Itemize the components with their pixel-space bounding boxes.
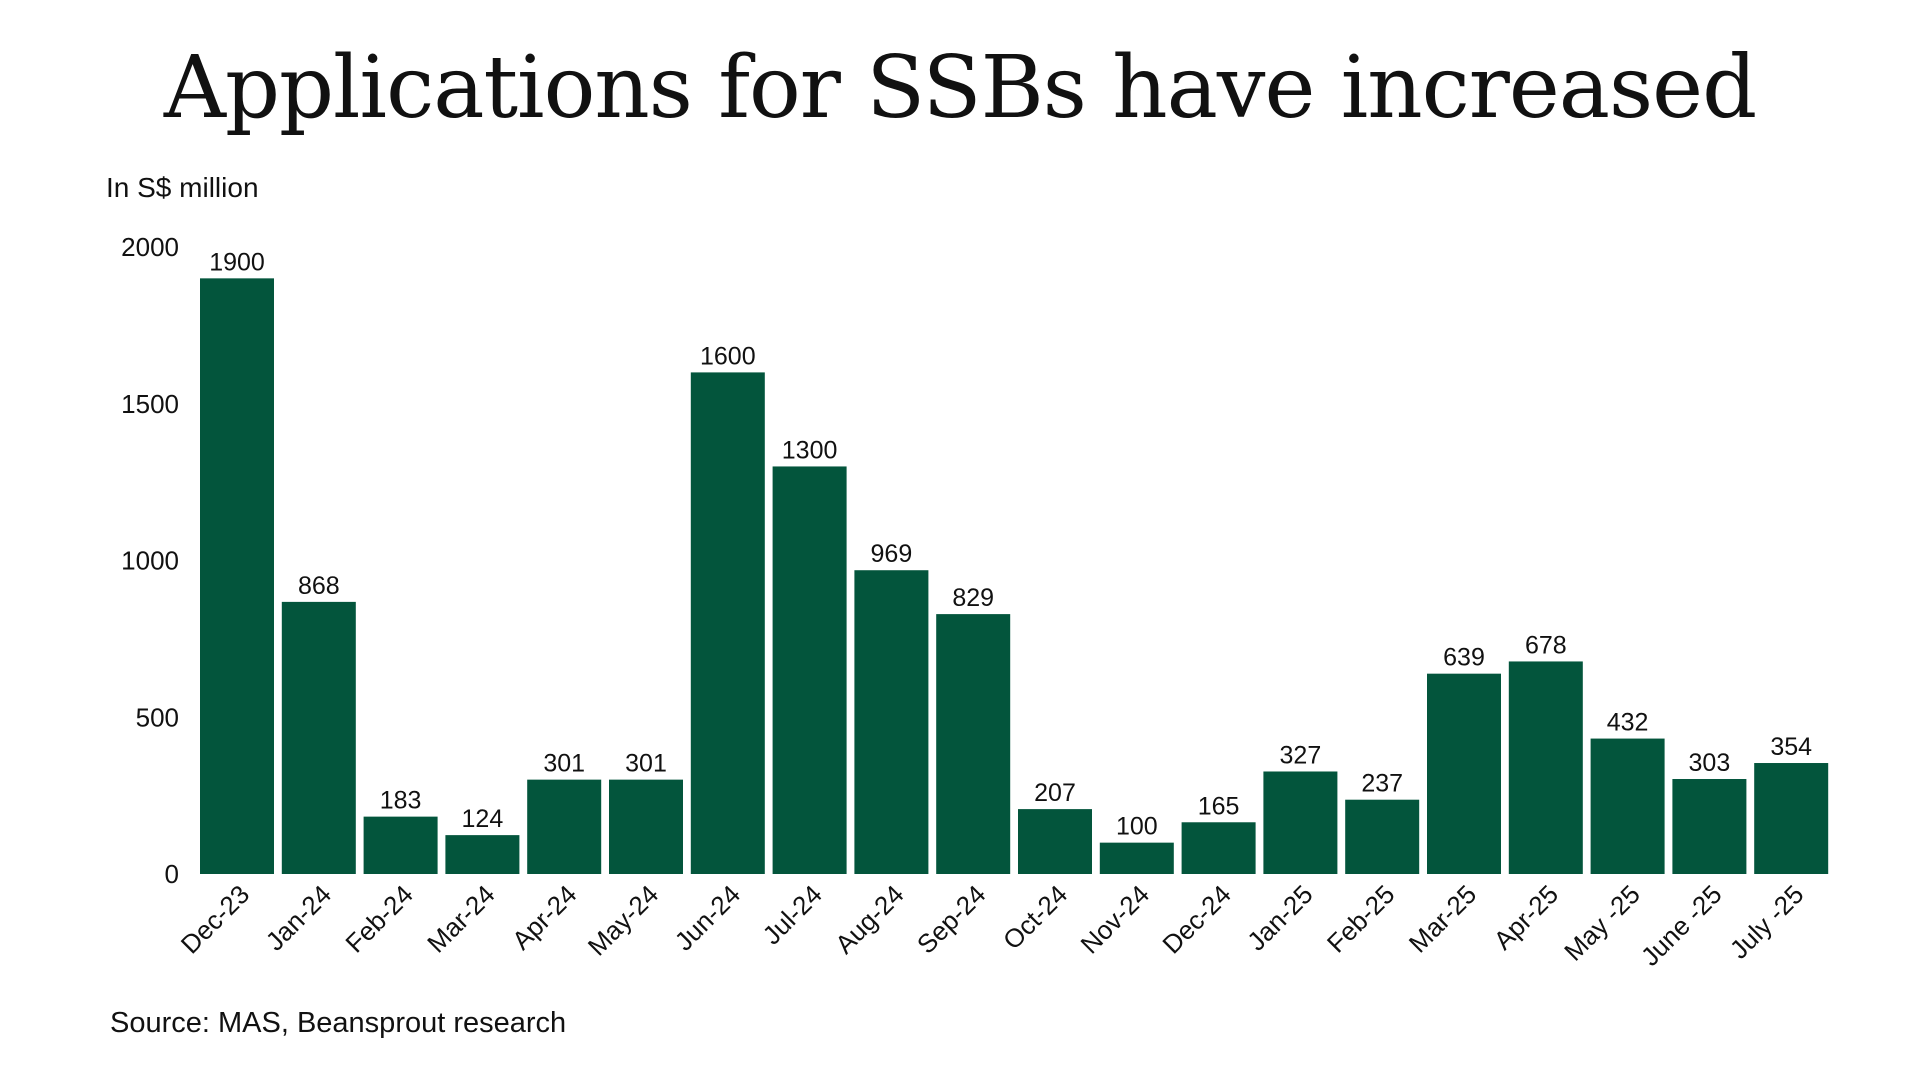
bar <box>1590 738 1665 874</box>
x-tick-label: July -25 <box>1724 879 1810 965</box>
data-label: 301 <box>625 750 667 778</box>
bar <box>1508 661 1583 874</box>
bar <box>1754 763 1829 874</box>
data-label: 301 <box>543 750 585 778</box>
bar <box>1099 842 1174 874</box>
y-tick-label: 500 <box>136 702 179 732</box>
data-label: 432 <box>1607 709 1649 737</box>
data-label: 207 <box>1034 779 1076 807</box>
x-tick-label: June -25 <box>1635 879 1728 972</box>
source-note: Source: MAS, Beansprout research <box>110 1007 567 1039</box>
data-label: 327 <box>1280 741 1322 769</box>
data-label: 354 <box>1770 733 1812 761</box>
data-label: 1600 <box>700 342 756 370</box>
bar <box>1263 771 1338 874</box>
data-label: 124 <box>462 805 504 833</box>
bar <box>1427 673 1501 874</box>
x-tick-label: Jan-25 <box>1241 879 1318 956</box>
x-tick-label: Dec-23 <box>175 879 255 959</box>
bar <box>1345 799 1420 874</box>
data-label: 678 <box>1525 631 1567 659</box>
x-tick-label: Jun-24 <box>669 879 746 956</box>
y-tick-label: 1500 <box>121 389 179 419</box>
data-label: 183 <box>380 787 422 815</box>
data-label: 1300 <box>782 436 838 464</box>
data-label: 639 <box>1443 644 1485 672</box>
x-tick-label: Feb-24 <box>339 879 418 958</box>
x-tick-label: Feb-25 <box>1321 879 1400 958</box>
bar <box>363 816 438 874</box>
bar <box>1672 779 1747 874</box>
x-tick-label: Mar-24 <box>421 879 500 958</box>
bar <box>690 372 765 874</box>
bar <box>200 278 274 875</box>
bar <box>281 601 356 874</box>
x-tick-label: Aug-24 <box>829 879 909 959</box>
data-label: 829 <box>952 584 994 612</box>
bar <box>1181 822 1256 874</box>
x-tick-label: Dec-24 <box>1156 879 1236 959</box>
x-tick-label: Nov-24 <box>1075 879 1155 959</box>
x-tick-label: Apr-24 <box>506 879 582 955</box>
y-tick-label: 2000 <box>121 232 179 262</box>
x-tick-label: May-24 <box>582 879 665 962</box>
bar <box>772 466 847 874</box>
data-label: 100 <box>1116 813 1158 841</box>
y-axis-unit-label: In S$ million <box>106 172 259 203</box>
data-label: 868 <box>298 572 340 600</box>
x-tick-label: Jul-24 <box>757 879 828 950</box>
data-label: 969 <box>871 540 913 568</box>
bar <box>527 779 602 874</box>
x-tick-label: Oct-24 <box>997 879 1073 955</box>
bar <box>936 614 1011 874</box>
data-label: 1900 <box>209 248 265 276</box>
data-label: 303 <box>1689 749 1731 777</box>
x-tick-label: Jan-24 <box>260 879 337 956</box>
x-tick-label: May -25 <box>1558 879 1646 967</box>
x-tick-label: Sep-24 <box>911 879 991 959</box>
y-tick-label: 0 <box>165 859 179 889</box>
bar <box>854 570 929 874</box>
bar <box>445 835 520 874</box>
x-tick-label: Apr-25 <box>1488 879 1564 955</box>
data-label: 165 <box>1198 792 1240 820</box>
y-tick-label: 1000 <box>121 546 179 576</box>
data-label: 237 <box>1361 770 1403 798</box>
bar <box>609 779 683 874</box>
bar <box>1018 809 1092 874</box>
x-tick-label: Mar-25 <box>1403 879 1482 958</box>
chart-title: Applications for SSBs have increased <box>163 38 1757 138</box>
